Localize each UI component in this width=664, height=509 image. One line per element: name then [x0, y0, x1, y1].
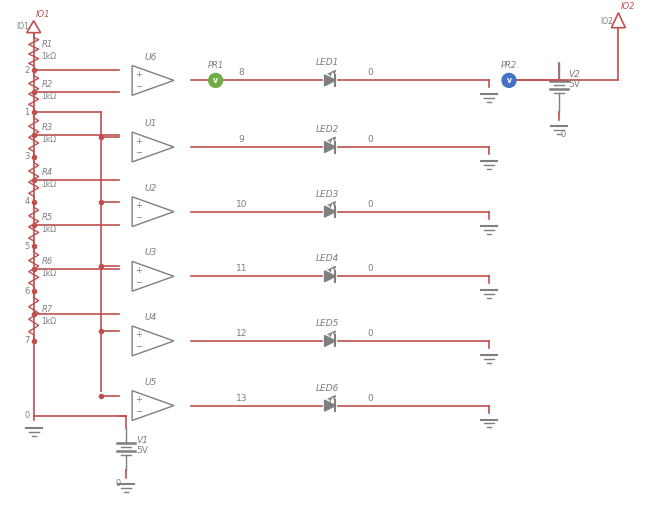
Text: U1: U1	[145, 119, 157, 128]
Text: +: +	[135, 201, 143, 210]
Text: 6: 6	[25, 287, 30, 296]
Text: −: −	[135, 149, 143, 157]
Text: 9: 9	[238, 135, 244, 144]
Text: 0: 0	[367, 393, 373, 403]
Text: 5: 5	[25, 242, 30, 251]
Text: U5: U5	[145, 378, 157, 387]
Text: 13: 13	[236, 393, 247, 403]
Text: +: +	[135, 330, 143, 340]
Text: v: v	[507, 76, 511, 85]
Text: −: −	[135, 278, 143, 287]
Text: 5V: 5V	[136, 446, 148, 455]
Text: −: −	[135, 407, 143, 416]
Polygon shape	[325, 335, 335, 347]
Text: R4: R4	[42, 168, 53, 177]
Circle shape	[208, 73, 222, 88]
Text: 0: 0	[560, 130, 566, 138]
Text: PR1: PR1	[208, 62, 224, 70]
Text: +: +	[135, 136, 143, 146]
Text: R5: R5	[42, 213, 53, 221]
Text: 12: 12	[236, 329, 247, 338]
Text: LED3: LED3	[315, 190, 339, 199]
Polygon shape	[325, 206, 335, 217]
Text: V1: V1	[136, 436, 148, 445]
Text: 1kΩ: 1kΩ	[42, 317, 56, 326]
Text: R7: R7	[42, 304, 53, 314]
Text: IO1: IO1	[16, 22, 29, 31]
Text: 1kΩ: 1kΩ	[42, 135, 56, 144]
Text: −: −	[135, 213, 143, 222]
Text: 1kΩ: 1kΩ	[42, 269, 56, 278]
Text: IO2: IO2	[600, 17, 614, 26]
Text: 0: 0	[367, 264, 373, 273]
Text: +: +	[135, 395, 143, 404]
Text: 0: 0	[367, 135, 373, 144]
Text: −: −	[135, 343, 143, 351]
Polygon shape	[325, 142, 335, 153]
Text: 1kΩ: 1kΩ	[42, 224, 56, 234]
Text: U3: U3	[145, 248, 157, 258]
Text: v: v	[213, 76, 218, 85]
Text: IO2: IO2	[620, 2, 635, 11]
Text: U6: U6	[145, 52, 157, 62]
Text: 2: 2	[25, 66, 30, 75]
Text: IO1: IO1	[36, 10, 50, 19]
Text: U4: U4	[145, 313, 157, 322]
Text: 10: 10	[236, 200, 247, 209]
Text: LED6: LED6	[315, 384, 339, 392]
Text: LED2: LED2	[315, 125, 339, 134]
Text: 0: 0	[367, 200, 373, 209]
Polygon shape	[325, 271, 335, 282]
Text: 5V: 5V	[568, 80, 580, 89]
Text: 1kΩ: 1kΩ	[42, 52, 56, 61]
Text: V2: V2	[568, 70, 580, 79]
Text: R6: R6	[42, 258, 53, 266]
Circle shape	[502, 73, 516, 88]
Text: 1kΩ: 1kΩ	[42, 92, 56, 101]
Text: R1: R1	[42, 40, 53, 49]
Text: −: −	[135, 82, 143, 91]
Text: 8: 8	[238, 68, 244, 77]
Text: 3: 3	[25, 153, 30, 161]
Polygon shape	[325, 400, 335, 411]
Text: 4: 4	[25, 197, 30, 206]
Text: R3: R3	[42, 123, 53, 132]
Text: U2: U2	[145, 184, 157, 193]
Polygon shape	[325, 75, 335, 86]
Text: 11: 11	[236, 264, 247, 273]
Text: 0: 0	[116, 478, 122, 488]
Text: 1kΩ: 1kΩ	[42, 180, 56, 189]
Text: +: +	[135, 70, 143, 79]
Text: LED1: LED1	[315, 59, 339, 68]
Text: LED5: LED5	[315, 319, 339, 328]
Text: PR2: PR2	[501, 62, 517, 70]
Text: 7: 7	[25, 336, 30, 346]
Text: +: +	[135, 266, 143, 275]
Text: 0: 0	[25, 411, 30, 420]
Text: 1: 1	[25, 108, 30, 117]
Text: LED4: LED4	[315, 254, 339, 263]
Text: 0: 0	[367, 68, 373, 77]
Text: 0: 0	[367, 329, 373, 338]
Text: R2: R2	[42, 80, 53, 89]
